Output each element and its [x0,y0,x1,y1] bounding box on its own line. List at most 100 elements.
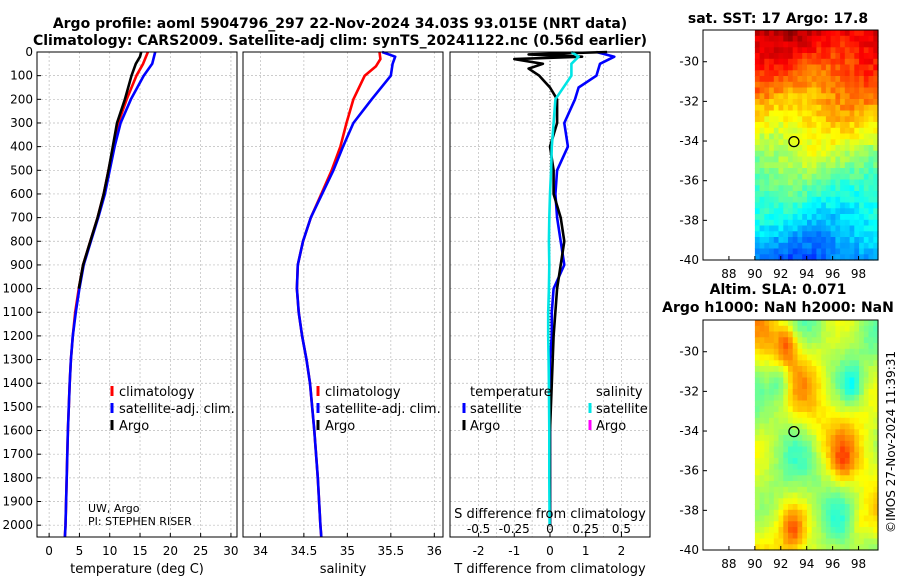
map-cell [754,145,761,152]
map-cell [778,179,784,186]
map-cell [807,196,813,204]
x-tick-label: 98 [851,267,866,281]
map-cell [788,446,794,453]
map-cell [859,179,865,186]
map-cell [783,179,789,186]
map-cell [797,538,803,545]
map-cell [849,475,855,482]
map-cell [844,202,851,209]
map-cell [825,481,832,488]
map-cell [816,389,822,396]
map-cell [844,225,851,232]
map-cell [759,469,765,476]
x-tick-label: 10 [102,544,117,558]
map-cell [821,116,827,123]
map-cell [821,412,827,419]
map-cell [873,185,879,192]
map-cell [764,254,770,261]
map-cell [825,406,832,413]
map-cell [844,139,851,146]
map-cell [797,458,803,465]
map-cell [797,394,803,402]
map-cell [759,237,765,244]
map-cell [854,377,860,384]
map-cell [807,81,813,89]
x-tick-label: 94 [799,557,814,571]
map-cell [773,360,780,367]
map-cell [868,145,874,152]
map-cell [840,208,846,215]
map-cell [840,406,846,413]
map-cell [778,337,784,344]
map-cell [830,383,836,390]
map-cell [830,70,836,77]
map-cell [811,104,817,112]
map-cell [788,139,794,146]
map-cell [783,354,789,361]
map-cell [830,475,836,482]
map-cell [807,116,813,123]
map-cell [811,242,817,250]
map-cell [783,116,789,123]
map-cell [873,30,879,37]
map-cell [830,248,836,255]
map-cell [854,509,860,517]
map-cell [825,81,832,89]
map-cell [825,371,832,379]
map-cell [821,104,827,112]
map-cell [778,30,784,37]
map-cell [778,191,784,198]
map-cell [783,452,789,459]
map-cell [840,417,846,425]
map-cell [778,360,784,367]
map-cell [802,463,808,471]
map-cell [754,406,761,413]
map-cell [788,348,794,356]
map-cell [773,202,780,209]
map-cell [764,504,770,511]
map-cell [863,41,870,48]
map-cell [825,527,832,534]
map-cell [868,47,874,54]
map-cell [825,377,832,384]
map-cell [821,242,827,250]
map-cell [797,145,803,152]
map-cell [835,219,841,227]
map-cell [844,429,851,436]
map-cell [807,481,813,488]
map-cell [816,400,822,407]
map-cell [807,127,813,135]
map-cell [797,354,803,361]
map-cell [802,35,808,43]
map-cell [863,127,870,135]
map-cell [821,383,827,390]
map-cell [807,145,813,152]
map-cell [764,127,770,135]
map-cell [816,492,822,499]
map-cell [835,383,841,390]
map-cell [759,64,765,71]
map-cell [816,248,822,255]
map-cell [773,58,780,66]
panel-salinity: 34 34.5 35 35.5 36salinityclimatologysatelli… [242,50,444,577]
map-cell [835,30,841,37]
map-cell [849,127,855,135]
map-cell [792,435,798,442]
map-cell [825,446,832,453]
map-cell [754,498,761,505]
map-cell [778,225,784,232]
map-cell [769,538,775,545]
map-cell [844,104,851,112]
map-cell [859,429,865,436]
map-cell [868,452,874,459]
map-cell [825,331,832,338]
map-cell [759,225,765,232]
map-cell [802,237,808,244]
map-cell [854,435,860,442]
map-cell [778,47,784,54]
map-cell [859,360,865,367]
map-cell [821,87,827,94]
map-cell [807,371,813,379]
map-cell [759,354,765,361]
map-cell [797,248,803,255]
